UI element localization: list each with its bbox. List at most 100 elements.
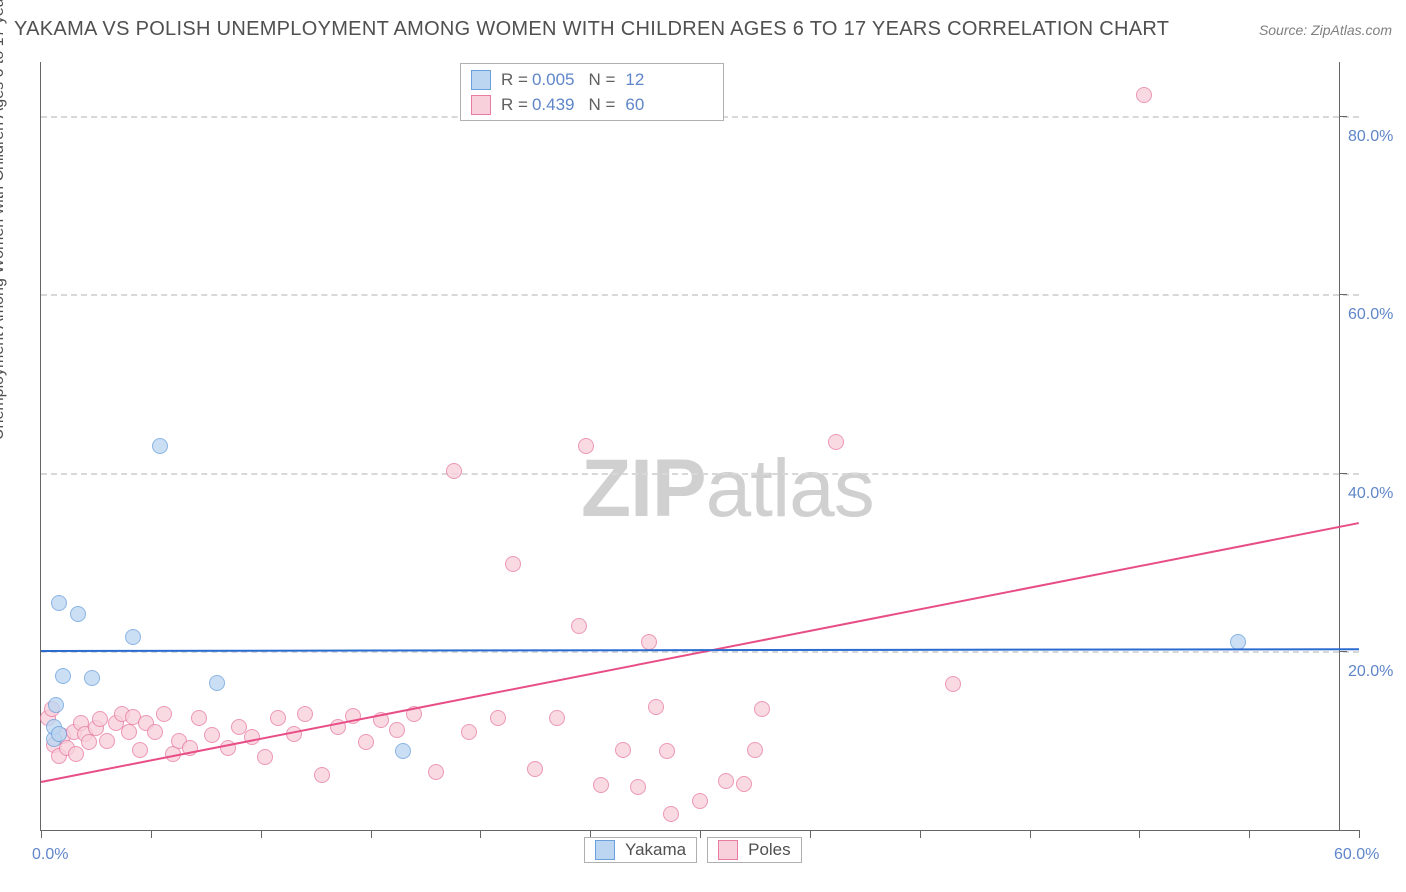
data-point-poles [630, 779, 646, 795]
data-point-poles [358, 734, 374, 750]
data-point-poles [270, 710, 286, 726]
data-point-poles [1136, 87, 1152, 103]
n-label: N = [588, 94, 615, 117]
data-point-poles [736, 776, 752, 792]
data-point-poles [549, 710, 565, 726]
data-point-poles [257, 749, 273, 765]
watermark: ZIPatlas [581, 442, 874, 536]
legend-label-poles: Poles [748, 840, 791, 860]
data-point-poles [121, 724, 137, 740]
y-tick-label: 40.0% [1348, 485, 1393, 503]
r-label: R = [501, 94, 528, 117]
gridline [41, 294, 1359, 296]
legend-swatch-yakama [471, 70, 491, 90]
y-tick-label: 20.0% [1348, 663, 1393, 681]
data-point-poles [81, 734, 97, 750]
legend-item-poles: Poles [707, 837, 802, 863]
x-tick [920, 830, 921, 838]
data-point-poles [92, 711, 108, 727]
n-value-poles: 60 [625, 94, 644, 117]
data-point-poles [156, 706, 172, 722]
data-point-poles [297, 706, 313, 722]
x-tick [480, 830, 481, 838]
data-point-poles [527, 761, 543, 777]
x-tick [1030, 830, 1031, 838]
data-point-poles [99, 733, 115, 749]
x-tick [1249, 830, 1250, 838]
x-tick [1139, 830, 1140, 838]
data-point-poles [659, 743, 675, 759]
x-tick-label: 60.0% [1334, 846, 1379, 864]
data-point-poles [446, 463, 462, 479]
data-point-poles [244, 729, 260, 745]
r-value-poles: 0.439 [532, 94, 575, 117]
legend-row-yakama: R = 0.005 N = 12 [461, 68, 723, 93]
data-point-poles [314, 767, 330, 783]
data-point-poles [828, 434, 844, 450]
data-point-poles [593, 777, 609, 793]
legend-label-yakama: Yakama [625, 840, 686, 860]
chart-container: YAKAMA VS POLISH UNEMPLOYMENT AMONG WOME… [0, 0, 1406, 892]
right-axis-line [1339, 62, 1340, 830]
data-point-poles [505, 556, 521, 572]
data-point-poles [692, 793, 708, 809]
y-tick-label: 60.0% [1348, 306, 1393, 324]
correlation-legend: R = 0.005 N = 12 R = 0.439 N = 60 [460, 63, 724, 121]
data-point-yakama [51, 595, 67, 611]
x-tick-label: 0.0% [32, 846, 68, 864]
y-tick [1339, 116, 1347, 117]
data-point-yakama [84, 670, 100, 686]
data-point-yakama [55, 668, 71, 684]
data-point-poles [204, 727, 220, 743]
data-point-poles [747, 742, 763, 758]
data-point-poles [663, 806, 679, 822]
x-tick [810, 830, 811, 838]
series-legend: Yakama Poles [584, 837, 802, 863]
data-point-yakama [152, 438, 168, 454]
data-point-yakama [395, 743, 411, 759]
data-point-poles [428, 764, 444, 780]
y-tick [1339, 294, 1347, 295]
r-label: R = [501, 69, 528, 92]
x-tick [41, 830, 42, 838]
y-axis-title: Unemployment Among Women with Children A… [0, 0, 8, 440]
data-point-poles [389, 722, 405, 738]
legend-item-yakama: Yakama [584, 837, 697, 863]
y-tick [1339, 651, 1347, 652]
x-tick [371, 830, 372, 838]
data-point-poles [945, 676, 961, 692]
data-point-poles [132, 742, 148, 758]
data-point-yakama [51, 726, 67, 742]
data-point-yakama [125, 629, 141, 645]
data-point-poles [615, 742, 631, 758]
data-point-yakama [48, 697, 64, 713]
chart-title: YAKAMA VS POLISH UNEMPLOYMENT AMONG WOME… [14, 18, 1169, 41]
y-tick-label: 80.0% [1348, 128, 1393, 146]
data-point-yakama [70, 606, 86, 622]
data-point-poles [648, 699, 664, 715]
data-point-poles [68, 746, 84, 762]
legend-row-poles: R = 0.439 N = 60 [461, 93, 723, 118]
data-point-poles [191, 710, 207, 726]
watermark-thin: atlas [706, 443, 874, 534]
n-value-yakama: 12 [625, 69, 644, 92]
data-point-yakama [209, 675, 225, 691]
data-point-poles [147, 724, 163, 740]
data-point-poles [718, 773, 734, 789]
gridline [41, 473, 1359, 475]
data-point-poles [571, 618, 587, 634]
data-point-poles [754, 701, 770, 717]
x-tick [1359, 830, 1360, 838]
r-value-yakama: 0.005 [532, 69, 575, 92]
x-tick [151, 830, 152, 838]
data-point-poles [578, 438, 594, 454]
legend-swatch-poles-2 [718, 840, 738, 860]
watermark-bold: ZIP [581, 443, 706, 534]
plot-area: ZIPatlas [40, 62, 1359, 831]
source-attribution: Source: ZipAtlas.com [1259, 22, 1392, 38]
y-tick [1339, 473, 1347, 474]
legend-swatch-poles [471, 95, 491, 115]
legend-swatch-yakama-2 [595, 840, 615, 860]
x-tick [261, 830, 262, 838]
data-point-poles [490, 710, 506, 726]
